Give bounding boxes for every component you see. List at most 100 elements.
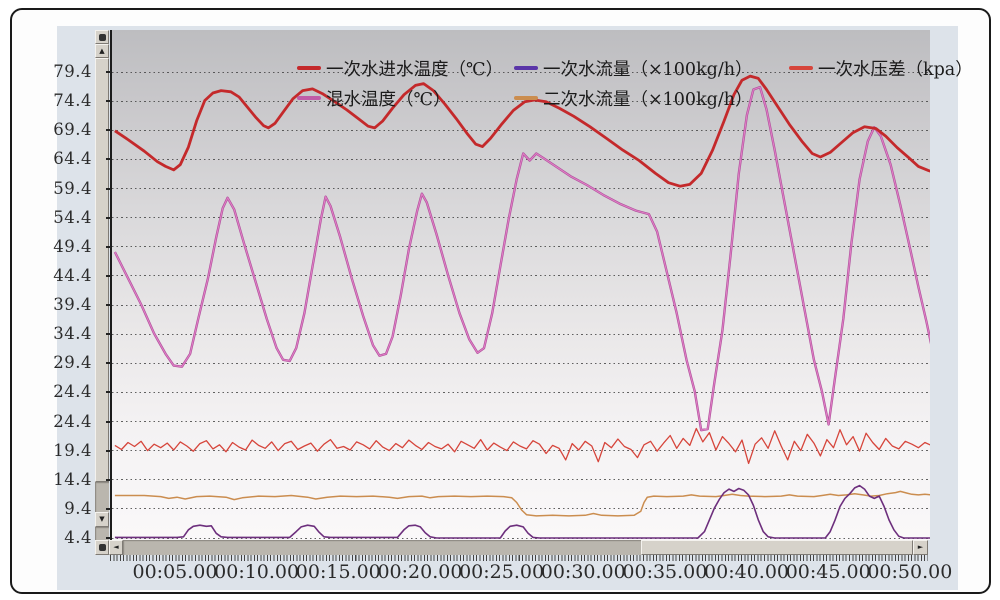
y-axis-label: 14.4 (53, 469, 92, 489)
y-axis-label: 74.4 (53, 91, 92, 111)
x-axis-label: 00:25.00 (459, 561, 545, 583)
legend-swatch-icon (789, 66, 813, 70)
gridline (112, 391, 930, 393)
y-axis-tick (106, 362, 111, 365)
legend-swatch-icon (514, 66, 538, 70)
y-axis-tick (106, 216, 111, 219)
refresh-icon (98, 544, 106, 551)
legend-swatch-icon (297, 96, 321, 100)
y-axis-tick (106, 391, 111, 394)
y-axis-label: 79.4 (53, 62, 92, 81)
gridline (112, 479, 930, 481)
gridline (112, 217, 930, 219)
series-line-4 (114, 74, 930, 188)
x-axis-label: 00:30.00 (540, 561, 626, 583)
legend-label: 混水温度（℃） (326, 89, 451, 110)
y-axis-tick (106, 507, 111, 510)
y-axis-label: 69.4 (53, 120, 92, 140)
x-axis-label: 00:20.00 (377, 561, 463, 583)
h-scroll-left-button[interactable]: ◄ (109, 540, 123, 555)
restore-icon (98, 33, 106, 41)
y-axis-tick (106, 537, 111, 539)
legend-item: 一次水流量（×100kg/h） (514, 57, 753, 80)
v-scroll-track[interactable] (95, 482, 109, 512)
x-axis-label: 00:10.00 (214, 561, 300, 583)
series-line-0 (114, 427, 930, 465)
v-scroll-restore-button[interactable] (95, 30, 109, 44)
y-axis-label: 59.4 (53, 178, 92, 198)
gridline (112, 246, 930, 248)
y-axis-tick (106, 129, 111, 132)
h-scroll-track[interactable] (123, 540, 641, 555)
x-axis-label: 00:45.00 (785, 561, 871, 583)
arrow-up-icon: ▲ (99, 46, 105, 55)
vertical-scrollbar[interactable]: ▲ ▼ (95, 30, 109, 540)
chart-curves (113, 74, 930, 539)
y-axis-label: 29.4 (53, 353, 92, 373)
gridline (112, 333, 930, 335)
legend-label: 一次水进水温度（℃） (326, 59, 504, 80)
legend-item: 混水温度（℃） (297, 87, 451, 110)
y-axis-label: 39.4 (53, 295, 92, 314)
arrow-down-icon: ▼ (99, 515, 105, 523)
gridline (112, 188, 930, 189)
h-scroll-right-button[interactable]: ► (913, 540, 928, 555)
series-line-1 (114, 490, 930, 517)
y-axis-label: 49.4 (53, 236, 92, 256)
arrow-left-icon: ◄ (113, 543, 119, 551)
y-axis-tick (106, 449, 111, 452)
gridline (112, 71, 930, 73)
horizontal-scrollbar[interactable]: ◄ ► (95, 540, 928, 555)
legend-swatch-icon (297, 66, 321, 70)
y-axis-tick (106, 187, 111, 190)
legend-swatch-icon (514, 96, 538, 100)
y-axis-tick (106, 245, 111, 248)
y-axis-label: 24.4 (53, 382, 92, 402)
series-line-2 (114, 484, 930, 539)
gridline (112, 421, 930, 422)
y-axis-label: 44.4 (53, 265, 92, 285)
gridline (112, 537, 930, 539)
y-axis-tick (106, 420, 111, 423)
gridline (112, 450, 930, 452)
v-scroll-up-button[interactable]: ▲ (95, 44, 109, 58)
y-axis-label: 24.4 (53, 411, 92, 431)
plot-area (110, 30, 930, 540)
x-axis-label: 00:05.00 (132, 561, 218, 583)
x-axis-label: 00:35.00 (622, 561, 708, 583)
y-axis-label: 19.4 (53, 440, 92, 460)
gridline (112, 275, 930, 277)
y-axis-tick (106, 100, 111, 103)
x-axis-label: 00:15.00 (295, 561, 381, 583)
h-scroll-refresh-button[interactable] (95, 540, 109, 555)
y-axis-label: 54.4 (53, 207, 92, 227)
gridline (112, 304, 930, 306)
v-scroll-track-end[interactable] (95, 527, 109, 540)
y-axis-tick (106, 274, 111, 277)
series-line-3 (113, 85, 930, 432)
y-axis-label: 64.4 (53, 149, 92, 169)
x-axis-tick-marks (110, 555, 928, 561)
x-axis-label: 00:40.00 (704, 561, 790, 583)
legend-item: 一次水进水温度（℃） (297, 57, 504, 80)
gridline (112, 362, 930, 364)
v-scroll-thumb[interactable] (95, 58, 109, 482)
legend-label: 一次水流量（×100kg/h） (543, 59, 753, 80)
v-scroll-down-button[interactable]: ▼ (95, 512, 109, 527)
legend-item: 一次水压差（kpa） (789, 57, 973, 80)
legend-label: 二次水流量（×100kg/h） (543, 89, 753, 110)
legend-label: 一次水压差（kpa） (818, 59, 973, 80)
y-axis-tick (106, 304, 111, 306)
y-axis-tick (106, 333, 111, 336)
gridline (112, 129, 930, 131)
arrow-right-icon: ► (917, 543, 924, 551)
h-scroll-thumb[interactable] (641, 540, 913, 555)
y-axis-tick (106, 158, 111, 161)
x-axis-label: 00:50.00 (867, 561, 953, 583)
y-axis-tick (106, 478, 111, 481)
y-axis-tick (106, 71, 111, 73)
y-axis-label: 34.4 (53, 324, 92, 344)
legend-item: 二次水流量（×100kg/h） (514, 87, 753, 110)
y-axis-label: 4.4 (64, 528, 92, 547)
series-line-highlight-3 (114, 86, 930, 431)
